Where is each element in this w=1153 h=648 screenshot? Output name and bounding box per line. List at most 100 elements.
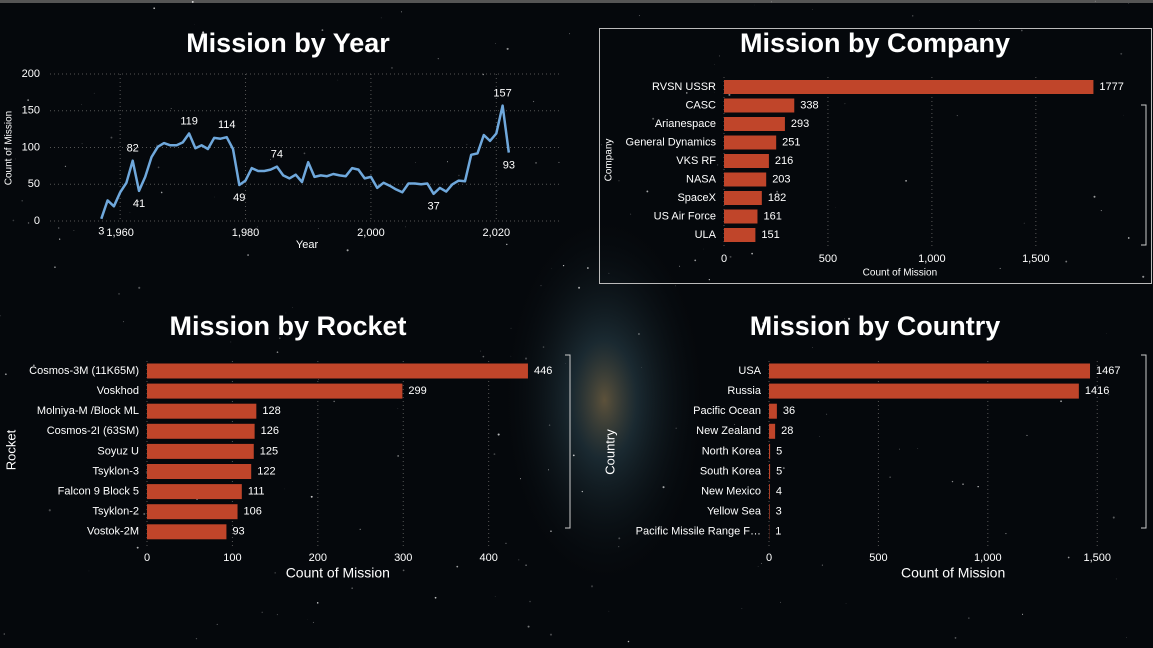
data-label: 216 — [775, 155, 793, 167]
star — [506, 47, 509, 50]
star — [818, 436, 820, 437]
x-tick-label: 0 — [144, 552, 150, 564]
star — [962, 483, 964, 485]
category-label: Tsyklon-2 — [93, 506, 139, 518]
bar — [147, 403, 257, 419]
star — [1005, 533, 1007, 535]
bar — [724, 98, 795, 113]
category-label: Molniya-M /Block ML — [37, 405, 139, 417]
data-label: 37 — [427, 201, 439, 213]
data-label: 5 — [776, 445, 782, 457]
star — [627, 640, 630, 643]
star — [194, 23, 195, 25]
star — [565, 363, 566, 364]
star — [889, 476, 891, 479]
data-label: 111 — [248, 486, 265, 498]
star — [312, 621, 315, 624]
star — [110, 136, 113, 139]
star — [434, 596, 437, 599]
y-axis-label: Company — [604, 139, 615, 182]
star — [844, 318, 845, 320]
star — [136, 546, 139, 549]
star — [495, 43, 497, 44]
y-axis-label: Country — [602, 429, 617, 475]
star — [274, 572, 276, 574]
star — [265, 328, 268, 332]
chart-title: Mission by Country — [750, 311, 1001, 341]
star — [317, 228, 319, 230]
star — [1112, 516, 1115, 519]
star — [88, 570, 90, 572]
y-tick-label: 50 — [28, 178, 40, 190]
category-label: NASA — [686, 173, 717, 185]
star — [170, 108, 172, 109]
star — [542, 346, 545, 348]
bar — [769, 403, 777, 419]
star — [714, 64, 715, 65]
star — [703, 248, 704, 250]
category-label: Cosmos-2I (63SM) — [47, 425, 139, 437]
star — [917, 448, 919, 450]
data-label: 182 — [768, 192, 786, 204]
star — [27, 99, 29, 101]
x-tick-label: 400 — [479, 552, 497, 564]
star — [525, 357, 528, 360]
star — [951, 480, 954, 483]
bar — [147, 524, 227, 540]
star — [646, 190, 649, 193]
bar — [147, 464, 252, 479]
star — [506, 243, 508, 246]
star — [391, 67, 393, 69]
star — [780, 601, 781, 603]
star — [21, 199, 23, 202]
star — [402, 569, 405, 572]
star — [3, 633, 6, 635]
star — [694, 259, 697, 262]
y-axis-label: Count of Mission — [4, 111, 15, 185]
data-label: 128 — [262, 405, 280, 417]
star — [447, 161, 448, 163]
star — [337, 79, 339, 81]
chart-title: Mission by Company — [740, 28, 1010, 58]
star — [0, 315, 1, 317]
star — [600, 144, 602, 146]
star — [812, 9, 813, 10]
star — [256, 226, 258, 228]
x-tick-label: 200 — [309, 552, 327, 564]
bar — [147, 504, 238, 520]
star — [630, 213, 632, 215]
star — [58, 227, 60, 229]
bracket — [565, 104, 1147, 529]
bar — [147, 363, 528, 379]
star — [292, 306, 293, 308]
data-label: 1467 — [1096, 365, 1120, 377]
category-label: General Dynamics — [626, 136, 717, 148]
star — [899, 448, 900, 450]
category-label: Voskhod — [97, 385, 139, 397]
star — [160, 191, 163, 194]
star — [525, 564, 527, 566]
star — [618, 537, 621, 540]
star — [771, 1, 772, 3]
star — [414, 161, 416, 163]
data-label: 93 — [503, 160, 515, 172]
star — [912, 15, 914, 17]
star — [437, 57, 439, 60]
data-label: 119 — [180, 115, 198, 127]
star — [456, 565, 459, 568]
star — [608, 272, 610, 274]
data-label: 5 — [776, 465, 782, 477]
star — [153, 7, 156, 10]
bar — [147, 484, 242, 500]
chart-title: Mission by Rocket — [169, 311, 406, 341]
star — [310, 495, 313, 498]
category-label: South Korea — [700, 465, 762, 477]
category-label: SpaceX — [677, 192, 716, 204]
star — [59, 238, 61, 240]
star — [1093, 195, 1096, 198]
data-label: 93 — [232, 526, 244, 538]
category-label: Russia — [727, 385, 762, 397]
star — [1095, 489, 1096, 491]
x-tick-label: 1,500 — [1022, 253, 1050, 265]
star — [782, 467, 785, 470]
